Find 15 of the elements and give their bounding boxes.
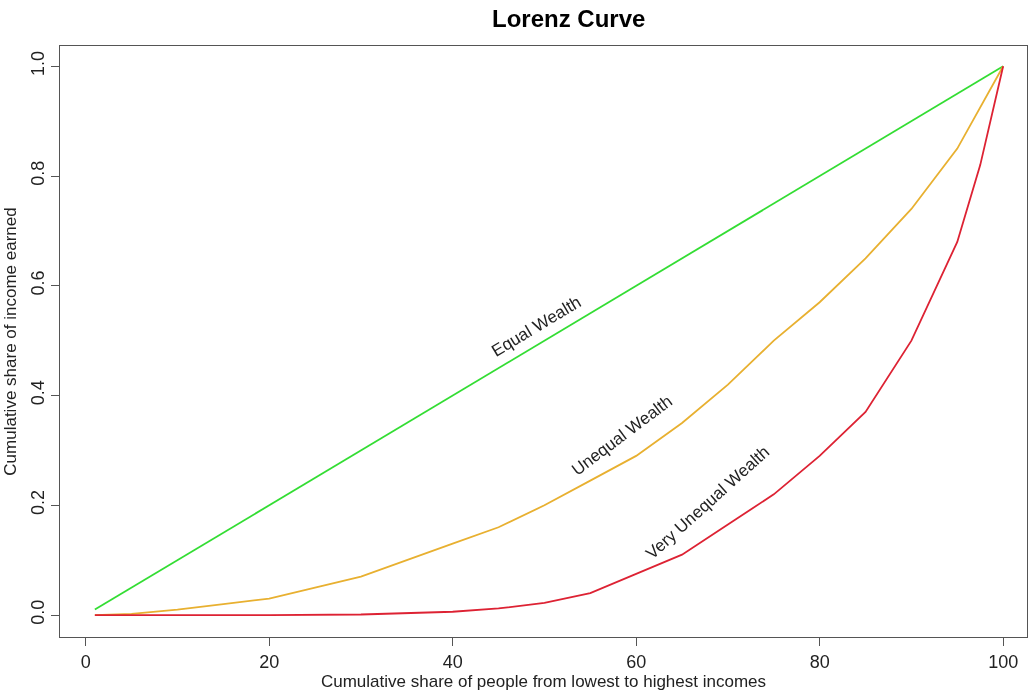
y-tick-label: 0.2 bbox=[27, 490, 48, 516]
y-tick-label: 0.4 bbox=[27, 380, 48, 406]
y-tick-label: 0.0 bbox=[27, 599, 48, 625]
x-tick-label: 100 bbox=[988, 651, 1019, 672]
x-tick-label: 60 bbox=[626, 651, 647, 672]
y-tick-label: 1.0 bbox=[27, 51, 48, 77]
chart-title: Lorenz Curve bbox=[492, 5, 646, 33]
y-tick-label: 0.8 bbox=[27, 160, 48, 186]
x-axis-title: Cumulative share of people from lowest to highest incomes bbox=[320, 671, 767, 691]
y-tick-label: 0.6 bbox=[27, 270, 48, 296]
x-tick-label: 0 bbox=[80, 651, 91, 672]
y-axis-title: Cumulative share of income earned bbox=[1, 207, 21, 476]
x-tick-label: 40 bbox=[442, 651, 463, 672]
x-tick-label: 80 bbox=[809, 651, 830, 672]
x-tick-label: 20 bbox=[259, 651, 280, 672]
